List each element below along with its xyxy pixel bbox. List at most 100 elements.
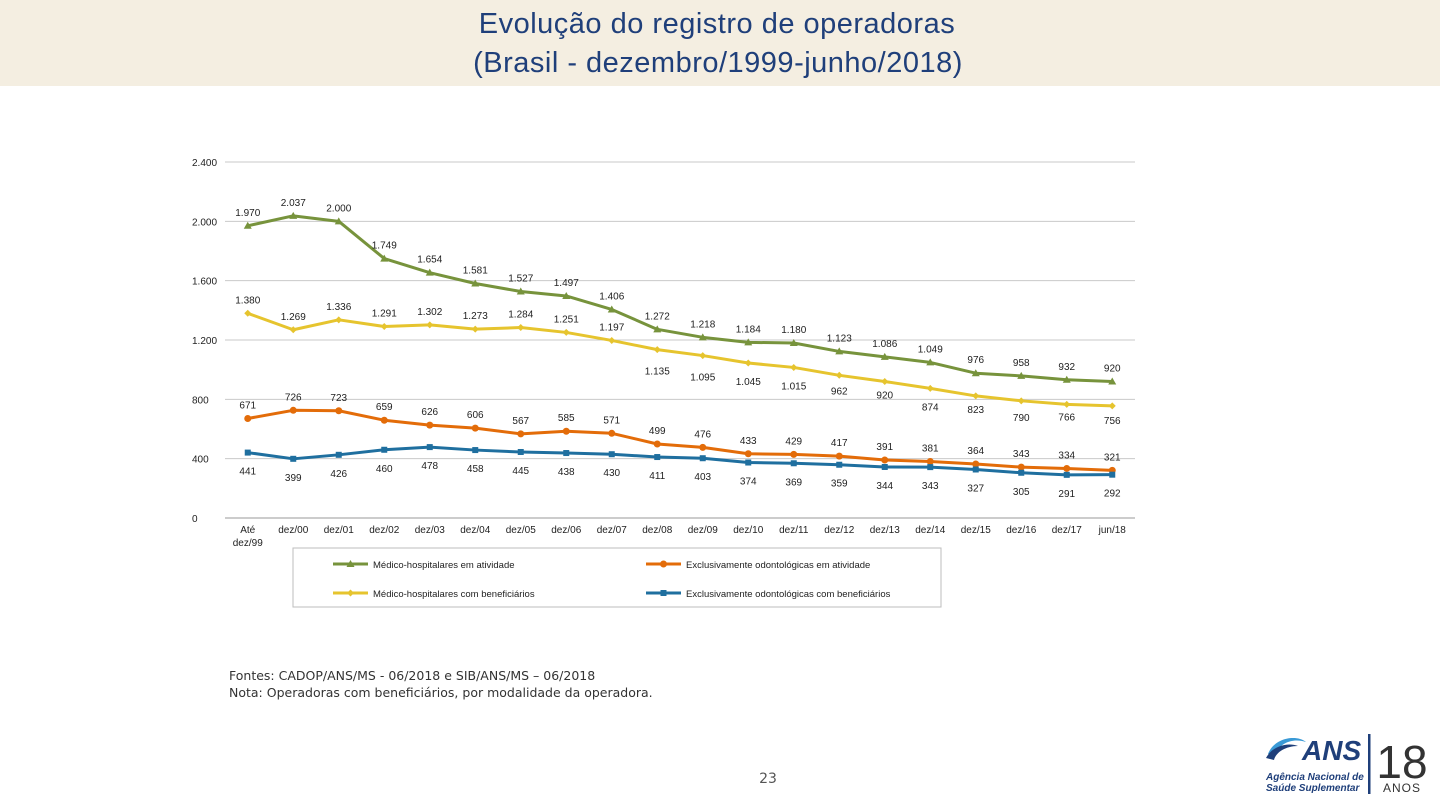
data-label-medico-hospitalares-em-atividade: 1.654 — [417, 255, 442, 266]
data-label-exclusivamente-odontologicas-em-atividade: 723 — [330, 393, 347, 404]
data-point-medico-hospitalares-em-atividade — [607, 305, 616, 313]
legend-marker-medico-hospitalares-em-atividade — [346, 560, 355, 567]
data-label-medico-hospitalares-em-atividade: 1.184 — [736, 324, 761, 335]
data-label-exclusivamente-odontologicas-em-atividade: 606 — [467, 410, 484, 421]
data-point-medico-hospitalares-com-beneficiarios — [608, 336, 616, 344]
x-tick-label: dez/02 — [369, 525, 399, 536]
data-label-exclusivamente-odontologicas-em-atividade: 417 — [831, 438, 848, 449]
data-label-exclusivamente-odontologicas-em-atividade: 343 — [1013, 449, 1030, 460]
y-tick-label: 1.600 — [192, 277, 217, 288]
data-label-medico-hospitalares-em-atividade: 1.527 — [508, 273, 533, 284]
data-label-exclusivamente-odontologicas-em-atividade: 659 — [376, 402, 393, 413]
data-point-medico-hospitalares-em-atividade — [835, 347, 844, 355]
page-title: Evolução do registro de operadoras — [478, 8, 956, 40]
data-point-exclusivamente-odontologicas-em-atividade — [1017, 463, 1025, 471]
data-label-medico-hospitalares-em-atividade: 1.970 — [235, 208, 260, 219]
methodology-note: Nota: Operadoras com beneficiários, por … — [229, 685, 653, 700]
data-point-exclusivamente-odontologicas-em-atividade — [699, 443, 707, 451]
data-point-exclusivamente-odontologicas-em-atividade — [972, 460, 980, 468]
data-label-exclusivamente-odontologicas-em-atividade: 671 — [239, 400, 256, 411]
data-label-medico-hospitalares-em-atividade: 976 — [967, 355, 984, 366]
data-point-medico-hospitalares-com-beneficiarios — [426, 321, 434, 329]
data-point-exclusivamente-odontologicas-com-beneficiarios — [244, 449, 251, 456]
data-point-medico-hospitalares-com-beneficiarios — [790, 363, 798, 371]
data-label-exclusivamente-odontologicas-com-beneficiarios: 292 — [1104, 489, 1121, 500]
data-label-medico-hospitalares-com-beneficiarios: 1.302 — [417, 307, 442, 318]
data-label-exclusivamente-odontologicas-com-beneficiarios: 291 — [1058, 489, 1075, 500]
data-point-medico-hospitalares-com-beneficiarios — [1017, 397, 1025, 405]
data-label-exclusivamente-odontologicas-com-beneficiarios: 403 — [694, 472, 711, 483]
data-point-exclusivamente-odontologicas-com-beneficiarios — [1109, 471, 1116, 478]
data-point-exclusivamente-odontologicas-com-beneficiarios — [836, 461, 843, 468]
x-tick-label: dez/12 — [824, 525, 854, 536]
data-point-exclusivamente-odontologicas-em-atividade — [744, 450, 752, 458]
ans-logo: ANS Agência Nacional de Saúde Suplementa… — [1265, 734, 1428, 795]
data-label-exclusivamente-odontologicas-com-beneficiarios: 458 — [467, 464, 484, 475]
logo-line1: Agência Nacional de — [1265, 772, 1364, 783]
data-point-medico-hospitalares-em-atividade — [243, 221, 252, 229]
data-label-medico-hospitalares-com-beneficiarios: 766 — [1058, 412, 1075, 423]
data-label-medico-hospitalares-com-beneficiarios: 1.135 — [645, 367, 670, 378]
data-point-medico-hospitalares-em-atividade — [516, 287, 525, 295]
data-point-medico-hospitalares-em-atividade — [880, 352, 889, 360]
data-point-medico-hospitalares-em-atividade — [380, 254, 389, 262]
source-notes: Fontes: CADOP/ANS/MS - 06/2018 e SIB/ANS… — [229, 667, 653, 701]
data-point-exclusivamente-odontologicas-com-beneficiarios — [881, 463, 888, 470]
y-tick-label: 0 — [192, 514, 198, 525]
logo-years: 18 — [1376, 736, 1427, 788]
data-point-exclusivamente-odontologicas-em-atividade — [608, 429, 616, 437]
data-label-exclusivamente-odontologicas-em-atividade: 726 — [285, 392, 302, 403]
data-point-medico-hospitalares-com-beneficiarios — [653, 346, 661, 354]
data-point-medico-hospitalares-com-beneficiarios — [471, 325, 479, 333]
x-tick-label: Até — [240, 525, 255, 536]
data-label-medico-hospitalares-com-beneficiarios: 1.095 — [690, 373, 715, 384]
data-point-medico-hospitalares-em-atividade — [289, 211, 298, 219]
data-label-exclusivamente-odontologicas-com-beneficiarios: 399 — [285, 473, 302, 484]
data-label-medico-hospitalares-em-atividade: 1.497 — [554, 278, 579, 289]
data-label-medico-hospitalares-em-atividade: 1.581 — [463, 265, 488, 276]
data-point-exclusivamente-odontologicas-com-beneficiarios — [927, 464, 934, 471]
x-tick-label: dez/04 — [460, 525, 490, 536]
data-point-medico-hospitalares-com-beneficiarios — [1108, 402, 1116, 410]
data-point-medico-hospitalares-em-atividade — [789, 338, 798, 346]
data-point-medico-hospitalares-com-beneficiarios — [517, 324, 525, 332]
data-label-medico-hospitalares-em-atividade: 1.749 — [372, 241, 397, 252]
data-point-exclusivamente-odontologicas-com-beneficiarios — [1018, 469, 1025, 476]
series-line-exclusivamente-odontologicas-com-beneficiarios — [247, 445, 1113, 477]
data-label-exclusivamente-odontologicas-com-beneficiarios: 359 — [831, 479, 848, 490]
data-label-medico-hospitalares-em-atividade: 1.218 — [690, 319, 715, 330]
data-point-medico-hospitalares-em-atividade — [334, 217, 343, 225]
series-line-medico-hospitalares-com-beneficiarios — [247, 311, 1113, 408]
legend-label-medico-hospitalares-em-atividade: Médico-hospitalares em atividade — [373, 560, 515, 571]
data-point-medico-hospitalares-com-beneficiarios — [699, 352, 707, 360]
data-label-exclusivamente-odontologicas-em-atividade: 364 — [967, 446, 984, 457]
legend-label-medico-hospitalares-com-beneficiarios: Médico-hospitalares com beneficiários — [373, 589, 535, 600]
source-note: Fontes: CADOP/ANS/MS - 06/2018 e SIB/ANS… — [229, 668, 596, 683]
x-tick-label: dez/16 — [1006, 525, 1036, 536]
x-tick-label: dez/01 — [324, 525, 354, 536]
data-label-medico-hospitalares-em-atividade: 1.123 — [827, 333, 852, 344]
logo-divider — [1368, 734, 1371, 794]
series-line-exclusivamente-odontologicas-em-atividade — [247, 408, 1113, 472]
data-label-exclusivamente-odontologicas-com-beneficiarios: 445 — [512, 466, 529, 477]
legend-marker-medico-hospitalares-com-beneficiarios — [347, 589, 354, 597]
data-label-exclusivamente-odontologicas-em-atividade: 391 — [876, 442, 893, 453]
data-label-medico-hospitalares-em-atividade: 2.037 — [281, 198, 306, 209]
data-label-medico-hospitalares-com-beneficiarios: 1.284 — [508, 310, 533, 321]
data-label-medico-hospitalares-com-beneficiarios: 1.380 — [235, 295, 260, 306]
data-label-exclusivamente-odontologicas-em-atividade: 429 — [785, 436, 802, 447]
data-label-medico-hospitalares-com-beneficiarios: 1.045 — [736, 377, 761, 388]
x-tick-label: dez/06 — [551, 525, 581, 536]
data-point-medico-hospitalares-com-beneficiarios — [972, 392, 980, 400]
data-point-exclusivamente-odontologicas-com-beneficiarios — [608, 451, 615, 458]
data-label-exclusivamente-odontologicas-com-beneficiarios: 426 — [330, 469, 347, 480]
data-point-medico-hospitalares-em-atividade — [971, 369, 980, 377]
page-number: 23 — [759, 771, 777, 787]
x-tick-label: dez/99 — [233, 538, 263, 549]
y-tick-label: 400 — [192, 455, 209, 466]
data-point-medico-hospitalares-com-beneficiarios — [835, 371, 843, 379]
data-point-medico-hospitalares-com-beneficiarios — [244, 309, 252, 317]
data-label-medico-hospitalares-com-beneficiarios: 1.197 — [599, 322, 624, 333]
x-tick-label: dez/13 — [870, 525, 900, 536]
data-label-exclusivamente-odontologicas-em-atividade: 433 — [740, 436, 757, 447]
